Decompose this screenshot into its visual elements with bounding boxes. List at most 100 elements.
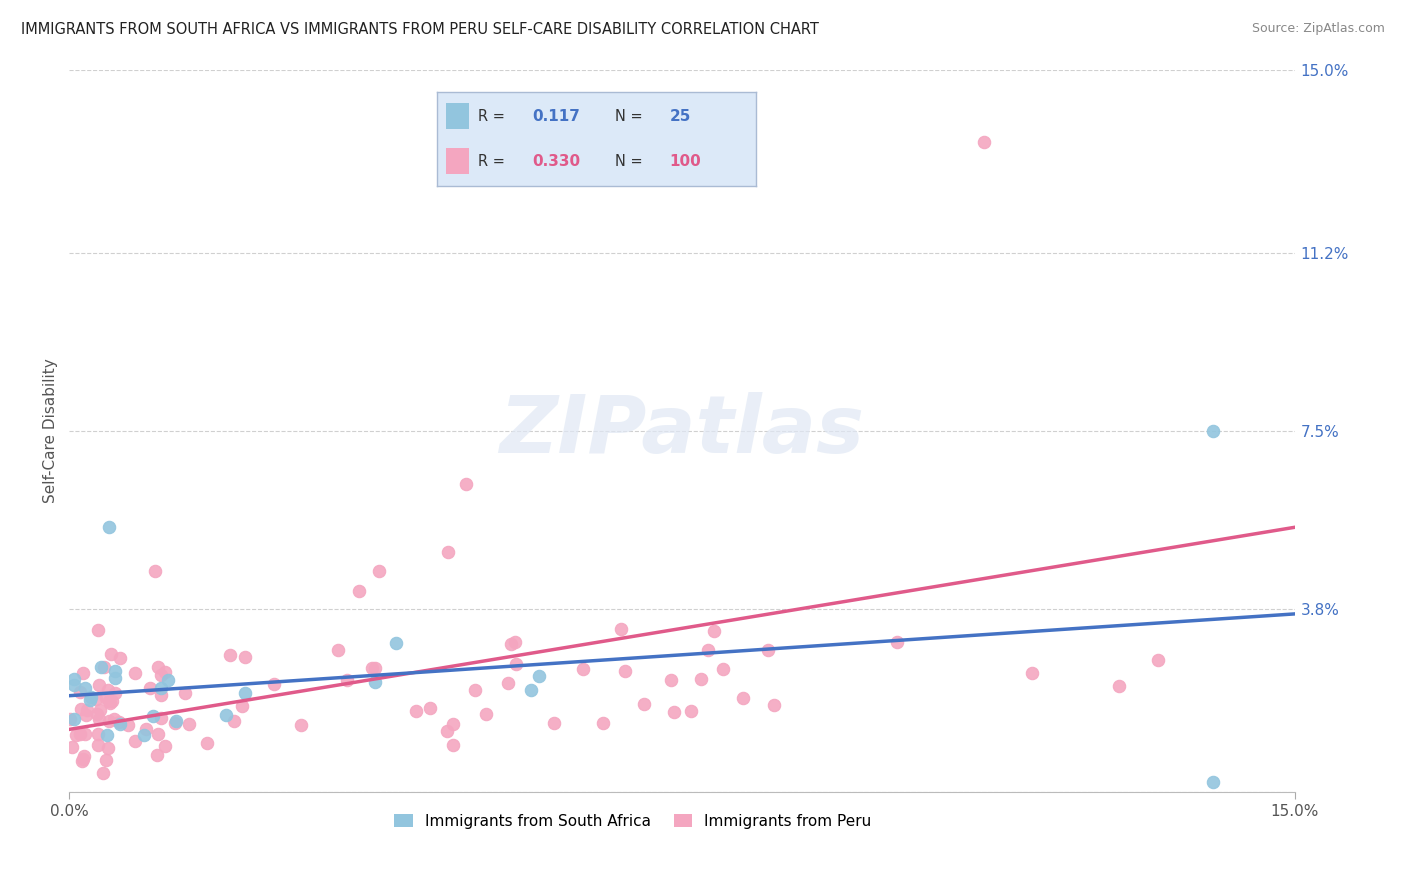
Point	[756, 643, 779, 657]
Point	[87, 624, 110, 638]
Point	[441, 717, 464, 731]
Point	[146, 748, 169, 763]
Point	[150, 681, 173, 696]
Point	[527, 669, 550, 683]
Point	[364, 674, 387, 689]
Point	[76, 703, 98, 717]
Point	[97, 714, 120, 728]
Point	[157, 673, 180, 687]
Point	[664, 705, 686, 719]
Point	[108, 650, 131, 665]
Point	[437, 545, 460, 559]
Point	[100, 694, 122, 708]
Point	[368, 564, 391, 578]
Point	[496, 676, 519, 690]
Point	[177, 716, 200, 731]
Point	[361, 660, 384, 674]
Point	[142, 709, 165, 723]
Point	[474, 706, 496, 721]
Point	[87, 712, 110, 726]
Point	[84, 692, 107, 706]
Point	[100, 647, 122, 661]
Point	[697, 642, 720, 657]
Point	[149, 688, 172, 702]
Point	[543, 716, 565, 731]
Point	[96, 728, 118, 742]
Point	[454, 476, 477, 491]
Point	[87, 738, 110, 752]
Point	[592, 716, 614, 731]
Point	[132, 728, 155, 742]
Point	[153, 665, 176, 679]
Point	[711, 662, 734, 676]
Point	[610, 622, 633, 636]
Point	[62, 712, 84, 726]
Point	[197, 736, 219, 750]
Point	[703, 624, 725, 638]
Point	[263, 676, 285, 690]
Point	[385, 636, 408, 650]
Point	[174, 686, 197, 700]
Point	[364, 660, 387, 674]
Point	[1108, 679, 1130, 693]
Point	[233, 649, 256, 664]
Point	[72, 752, 94, 766]
Point	[155, 739, 177, 753]
Point	[73, 727, 96, 741]
Point	[70, 702, 93, 716]
Point	[419, 700, 441, 714]
Point	[90, 659, 112, 673]
Point	[69, 685, 91, 699]
Point	[614, 664, 637, 678]
Point	[124, 666, 146, 681]
Point	[94, 753, 117, 767]
Point	[96, 740, 118, 755]
Point	[139, 681, 162, 696]
Point	[763, 698, 786, 713]
Point	[690, 672, 713, 686]
Point	[436, 724, 458, 739]
Point	[464, 683, 486, 698]
Point	[73, 681, 96, 695]
Point	[165, 714, 187, 728]
Point	[572, 662, 595, 676]
Point	[87, 677, 110, 691]
Text: ZIPatlas: ZIPatlas	[499, 392, 865, 470]
Point	[633, 698, 655, 712]
Point	[143, 564, 166, 578]
Point	[146, 726, 169, 740]
Point	[1146, 653, 1168, 667]
Point	[149, 711, 172, 725]
Point	[89, 703, 111, 717]
Point	[1202, 424, 1225, 438]
Point	[98, 694, 121, 708]
Point	[328, 642, 350, 657]
Point	[124, 733, 146, 747]
Text: Source: ZipAtlas.com: Source: ZipAtlas.com	[1251, 22, 1385, 36]
Point	[1021, 666, 1043, 681]
Point	[93, 659, 115, 673]
Point	[86, 726, 108, 740]
Point	[86, 706, 108, 721]
Legend: Immigrants from South Africa, Immigrants from Peru: Immigrants from South Africa, Immigrants…	[388, 807, 877, 835]
Point	[108, 716, 131, 731]
Point	[103, 671, 125, 685]
Point	[146, 660, 169, 674]
Point	[290, 718, 312, 732]
Point	[75, 707, 97, 722]
Point	[222, 714, 245, 728]
Text: IMMIGRANTS FROM SOUTH AFRICA VS IMMIGRANTS FROM PERU SELF-CARE DISABILITY CORREL: IMMIGRANTS FROM SOUTH AFRICA VS IMMIGRAN…	[21, 22, 818, 37]
Point	[405, 704, 427, 718]
Point	[731, 690, 754, 705]
Point	[59, 712, 82, 726]
Point	[661, 673, 683, 688]
Point	[135, 722, 157, 736]
Point	[94, 691, 117, 706]
Point	[215, 707, 238, 722]
Point	[163, 716, 186, 731]
Point	[1202, 775, 1225, 789]
Point	[65, 728, 87, 742]
Point	[218, 648, 240, 662]
Point	[499, 637, 522, 651]
Point	[108, 715, 131, 730]
